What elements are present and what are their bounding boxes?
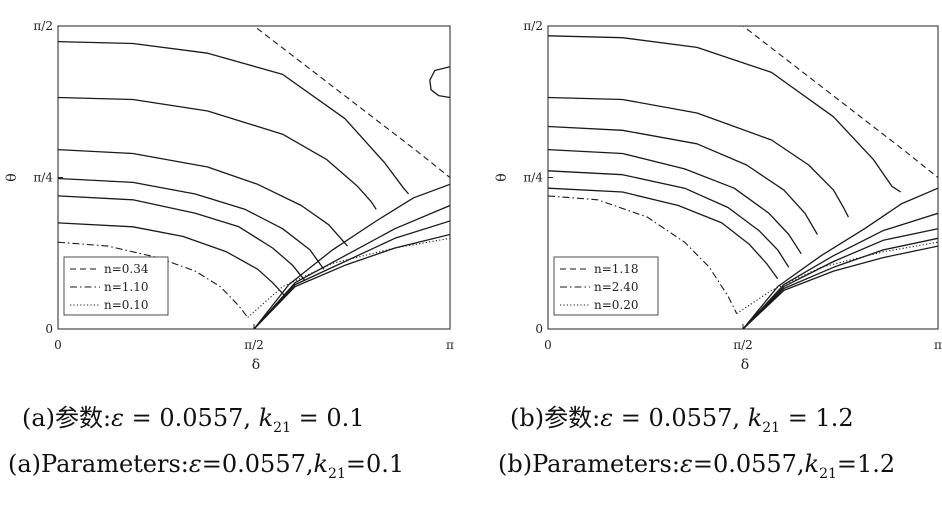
caption-a-cn-k: k	[258, 404, 274, 432]
caption-a-cn-epsilon-value: = 0.0557,	[124, 404, 259, 432]
caption-a-cn-label: (a)参数:	[22, 404, 112, 432]
legend-entry: n=1.18	[594, 262, 639, 276]
legend-entry: n=0.10	[104, 298, 149, 312]
x-axis-label: δ	[741, 357, 749, 373]
series-line-n-0-20	[736, 241, 938, 315]
caption-a-cn-epsilon: ε	[111, 404, 125, 432]
panel-b: 0 π/2 π 0 π/4 π/2 δ θ n=1.18 n=2.40 n=0.20	[494, 19, 942, 373]
caption-a-en-k: k	[313, 450, 329, 478]
series-line-curve-6	[58, 177, 325, 270]
series-line-curve-7	[548, 170, 790, 268]
caption-b-cn-label: (b)参数:	[510, 404, 601, 432]
caption-b-en-label: (b)Parameters:	[498, 450, 680, 478]
caption-b-cn-k-value: = 1.2	[780, 404, 854, 432]
y-tick-label: 0	[535, 322, 543, 336]
caption-b-en-epsilon-value: =0.0557,	[692, 450, 805, 478]
series-line-curve-9	[742, 187, 938, 329]
caption-b-cn-epsilon-value: = 0.0557,	[613, 404, 748, 432]
series-line-curve-4	[548, 96, 849, 218]
legend: n=0.34 n=1.10 n=0.10	[63, 256, 169, 316]
series-line-curve-3	[548, 35, 901, 193]
plot-area	[548, 26, 938, 329]
legend-entry: n=0.20	[594, 298, 639, 312]
series-line-curve-12	[253, 233, 450, 329]
legend-entry: n=0.34	[104, 262, 149, 276]
plot-area	[58, 26, 450, 329]
caption-b-cn-k: k	[747, 404, 763, 432]
x-tick-label: π/2	[244, 338, 264, 352]
caption-b-en-epsilon: ε	[679, 450, 693, 478]
series-line-curve-5	[548, 125, 818, 235]
caption-b-chinese: (b)参数:ε = 0.0557, k21 = 1.2	[510, 398, 854, 436]
caption-a-en-k-value: =0.1	[345, 450, 405, 478]
caption-a-en-label: (a)Parameters:	[8, 450, 189, 478]
y-axis-label: θ	[4, 173, 20, 181]
legend-entry: n=1.10	[104, 280, 149, 294]
series-line-curve-8	[58, 222, 286, 297]
series-line-n-1-10	[58, 241, 249, 318]
y-tick-label: π/4	[33, 171, 53, 185]
caption-b-cn-epsilon: ε	[600, 404, 614, 432]
series-line-curve-11	[253, 220, 450, 329]
x-tick-label: 0	[544, 338, 552, 352]
series-line-curve-6	[548, 148, 802, 255]
x-tick-label: π/2	[733, 338, 753, 352]
series-line-curve-11	[742, 228, 938, 329]
caption-a-cn-k-sub: 21	[273, 419, 291, 436]
caption-a-en-k-sub: 21	[328, 465, 346, 482]
series-line-n-0-34	[58, 26, 450, 179]
caption-b-cn-k-sub: 21	[762, 419, 781, 436]
series-line-n-2-40	[548, 195, 738, 314]
legend-entry: n=2.40	[594, 280, 639, 294]
caption-a-cn-k-value: = 0.1	[291, 404, 365, 432]
series-line-n-1-18	[548, 26, 938, 179]
series-line-curve-13	[429, 66, 450, 99]
panel-a: 0 π/2 π 0 π/4 π/2 δ θ n=0.34 n=1.10 n=0.10	[4, 19, 454, 373]
caption-a-chinese: (a)参数:ε = 0.0557, k21 = 0.1	[22, 398, 365, 436]
caption-a-english: (a)Parameters:ε=0.0557,k21=0.1	[8, 450, 404, 482]
series-line-curve-8	[548, 187, 779, 280]
y-axis-label: θ	[494, 173, 510, 181]
series-line-curve-10	[253, 204, 450, 329]
series-line-curve-12	[742, 237, 938, 329]
x-tick-label: π	[446, 338, 454, 352]
caption-a-en-epsilon-value: =0.0557,	[201, 450, 314, 478]
x-axis-label: δ	[252, 357, 260, 373]
caption-a-en-epsilon: ε	[188, 450, 202, 478]
caption-b-en-k-value: =1.2	[836, 450, 896, 478]
series-line-curve-3	[58, 40, 410, 195]
y-tick-label: π/4	[523, 171, 543, 185]
series-line-curve-4	[58, 96, 377, 210]
series-line-curve-10	[742, 212, 938, 329]
x-tick-label: π	[934, 338, 942, 352]
x-tick-label: 0	[54, 338, 62, 352]
caption-b-en-k: k	[804, 450, 820, 478]
series-line-curve-7	[58, 195, 306, 282]
series-line-n-0-10	[247, 237, 450, 318]
caption-b-english: (b)Parameters:ε=0.0557,k21=1.2	[498, 450, 895, 482]
caption-b-en-k-sub: 21	[819, 465, 837, 482]
series-line-curve-13	[742, 245, 938, 329]
series-line-curve-9	[253, 183, 450, 329]
y-tick-label: π/2	[523, 19, 543, 33]
y-tick-label: π/2	[33, 19, 53, 33]
legend: n=1.18 n=2.40 n=0.20	[553, 256, 659, 316]
y-tick-label: 0	[45, 322, 53, 336]
series-line-curve-5	[58, 148, 348, 247]
